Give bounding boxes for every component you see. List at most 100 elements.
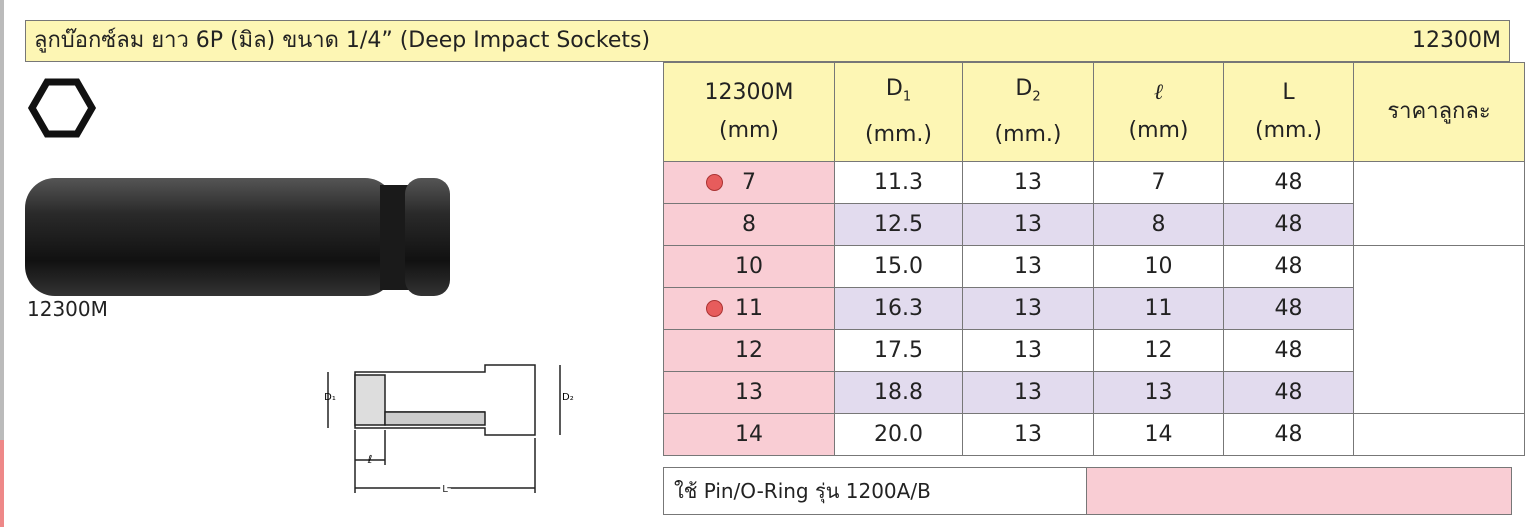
spec-cell: 11.3 — [834, 161, 963, 204]
cell-text: 12.5 — [874, 212, 923, 237]
cell-text: 15.0 — [874, 254, 923, 279]
cell-text: 18.8 — [874, 380, 923, 405]
table-row: 11 16.3 13 11 48 — [663, 287, 1525, 330]
socket-drive — [405, 178, 450, 296]
spec-cell: 12 — [1093, 329, 1224, 372]
size-cell: 13 — [663, 371, 835, 414]
spec-cell: 11 — [1093, 287, 1224, 330]
cell-text: 12 — [1144, 338, 1173, 363]
cell-text: 7 — [742, 170, 756, 195]
spec-cell: 12.5 — [834, 203, 963, 246]
cell-text: 13 — [1014, 170, 1042, 195]
edge — [0, 440, 4, 527]
cell-text: 8 — [1151, 212, 1166, 237]
col-sub: 1 — [902, 89, 912, 105]
product-label: 12300M — [27, 297, 108, 321]
cell-text: 48 — [1274, 380, 1303, 405]
spec-cell: 7 — [1093, 161, 1224, 204]
spec-cell: 13 — [962, 371, 1094, 414]
edge — [0, 0, 4, 527]
cell-text: 7 — [1151, 170, 1166, 195]
col-header: D1 (mm.) — [834, 62, 963, 162]
col-name: ℓ — [1153, 80, 1164, 105]
size-cell: 11 — [663, 287, 835, 330]
tech-drawing — [327, 364, 561, 493]
col-name: D — [885, 75, 903, 101]
spec-cell: 48 — [1223, 413, 1354, 456]
price-cell — [1353, 161, 1525, 246]
table-row: 8 12.5 13 8 48 — [663, 203, 1525, 246]
spec-cell: 16.3 — [834, 287, 963, 330]
footer-note: ใช้ Pin/O-Ring รุ่น 1200A/B — [664, 468, 1087, 514]
spec-cell: 8 — [1093, 203, 1224, 246]
spec-table: 12300M (mm) D1 (mm.) D2 (mm.) ℓ (mm) L (mm.) … — [663, 62, 1525, 456]
spec-cell: 48 — [1223, 371, 1354, 414]
col-header: ราคาลูกละ — [1353, 62, 1525, 162]
spec-cell: 13 — [962, 329, 1094, 372]
code: 12300M — [1412, 28, 1501, 53]
spec-cell: 13 — [962, 161, 1094, 204]
col-unit: (mm.) — [864, 122, 933, 148]
table-row: 10 15.0 13 10 48 — [663, 245, 1525, 414]
cell-text: 48 — [1274, 254, 1303, 279]
cell-text: 48 — [1274, 422, 1303, 447]
spec-cell: 13 — [962, 413, 1094, 456]
title: ลูกบ๊อกซ์ลม ยาว 6P (มิล) ขนาด 1/4” (Deep… — [34, 28, 651, 53]
col-unit: (mm.) — [994, 122, 1062, 148]
cell-text: 13 — [1014, 380, 1042, 405]
col-header: D2 (mm.) — [962, 62, 1094, 162]
cell-text: 13 — [1014, 212, 1042, 237]
spec-cell: 15.0 — [834, 245, 963, 288]
cell-text: 13 — [1144, 380, 1173, 405]
cell-text: 48 — [1274, 170, 1303, 195]
spec-cell: 10 — [1093, 245, 1224, 288]
cell-text: 13 — [1014, 254, 1042, 279]
cell-text: 48 — [1274, 212, 1303, 237]
marker-dot — [706, 300, 723, 317]
size-cell: 14 — [663, 413, 835, 456]
cell-text: 10 — [735, 254, 763, 279]
cell-text: 14 — [735, 422, 763, 447]
footer: ใช้ Pin/O-Ring รุ่น 1200A/B — [663, 467, 1512, 515]
spec-cell: 48 — [1223, 287, 1354, 330]
cell-text: 48 — [1274, 296, 1303, 321]
spec-cell: 48 — [1223, 161, 1354, 204]
price-cell — [1353, 413, 1525, 456]
col-unit: (mm) — [1128, 118, 1189, 143]
cell-text: 8 — [742, 212, 756, 237]
drawing-label: D₂ — [562, 392, 574, 403]
socket-body — [25, 178, 395, 296]
spec-cell: 48 — [1223, 245, 1354, 288]
col-name: 12300M — [704, 80, 794, 105]
hex-icon — [27, 78, 97, 138]
spec-cell: 14 — [1093, 413, 1224, 456]
col-unit: (mm) — [718, 118, 780, 143]
marker-dot — [706, 174, 723, 191]
cell-text: 11 — [735, 296, 763, 321]
col-header: ℓ (mm) — [1093, 62, 1224, 162]
col-header: L (mm.) — [1223, 62, 1354, 162]
cell-text: 10 — [1144, 254, 1173, 279]
col-unit: (mm.) — [1254, 118, 1323, 143]
cell-text: 16.3 — [874, 296, 923, 321]
size-cell: 12 — [663, 329, 835, 372]
col-name: ราคาลูกละ — [1387, 99, 1491, 124]
spec-cell: 13 — [962, 287, 1094, 330]
cell-text: 17.5 — [874, 338, 923, 363]
col-name: D — [1015, 75, 1033, 101]
spec-cell: 48 — [1223, 329, 1354, 372]
cell-text: 11 — [1144, 296, 1173, 321]
table-row: 7 11.3 13 7 48 — [663, 161, 1525, 246]
spec-cell: 17.5 — [834, 329, 963, 372]
illustration: D₁ D₂ ℓ L — [25, 78, 574, 498]
spec-cell: 18.8 — [834, 371, 963, 414]
cell-text: 13 — [1014, 296, 1042, 321]
drawing-label: L — [442, 484, 448, 495]
size-cell: 10 — [663, 245, 835, 288]
cell-text: 20.0 — [874, 422, 923, 447]
cell-text: 12 — [735, 338, 763, 363]
spec-cell: 13 — [1093, 371, 1224, 414]
spec-cell: 20.0 — [834, 413, 963, 456]
cell-text: 13 — [1014, 338, 1042, 363]
